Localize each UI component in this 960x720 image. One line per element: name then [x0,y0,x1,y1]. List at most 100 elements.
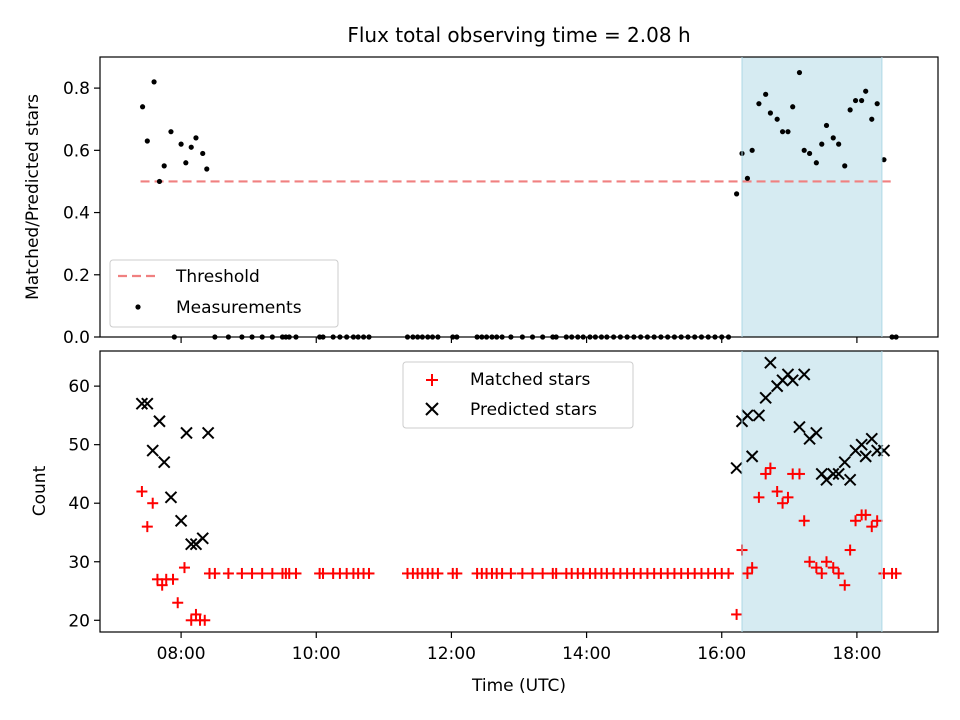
measurement-point [193,135,199,141]
matched-star-point [222,567,234,579]
measurement-point [161,163,167,169]
measurement-point [881,157,887,163]
y-tick-label: 0.6 [63,141,90,161]
measurement-point [779,129,786,135]
predicted-star-point [180,426,193,440]
y-tick-label: 50 [68,436,90,456]
top-legend-box [109,259,339,328]
matched-star-point [810,562,822,574]
y-tick-label: 60 [68,377,90,397]
x-tick-label: 08:00 [157,644,206,664]
matched-star-point [136,486,148,497]
matched-star-point [804,556,816,568]
matched-star-point [451,567,463,579]
legend-measurement-label: Measurements [176,298,302,318]
bottom-y-axis-label: Count [30,465,50,516]
measurement-point [819,141,825,147]
predicted-star-point [741,409,754,422]
measurement-point [859,97,865,104]
matched-star-point [432,567,444,579]
top-plot-frame [99,56,939,338]
legend-threshold-label: Threshold [175,267,260,287]
bottom-y-ticks: 20 30 40 50 60 [68,377,100,631]
predicted-star-point [855,438,868,451]
matched-star-point [741,567,753,579]
measurement-point [830,135,836,141]
measurement-point [178,141,184,147]
measurement-point [744,175,751,181]
measurement-point [200,150,206,157]
bottom-plot-frame [99,350,939,633]
chart-title: Flux total observing time = 2.08 h [347,23,690,47]
predicted-star-point [838,456,851,469]
predicted-star-point [164,491,178,504]
predicted-star-point [745,450,759,463]
measurement-point [836,141,842,147]
top-observing-span [742,57,882,337]
measurement-point [806,150,813,157]
matched-star-point [866,521,878,533]
predicted-star-point [201,426,215,440]
measurement-point [756,101,762,107]
x-tick-label: 12:00 [427,644,476,664]
predicted-star-point [174,514,188,527]
measurement-point [796,69,803,76]
matched-star-point [516,567,528,579]
y-tick-label: 20 [68,611,90,631]
measurement-point [823,122,830,129]
matched-star-point [167,573,179,585]
predicted-star-point [135,397,149,410]
top-y-ticks: 0.0 0.2 0.4 0.6 0.8 [63,79,100,348]
matched-star-point [816,567,828,579]
matched-star-point [199,614,211,626]
matched-star-point [190,608,202,620]
matched-star-point [890,567,902,579]
y-tick-label: 0.0 [63,328,90,348]
matched-star-point [505,567,517,579]
predicted-star-point [141,397,154,410]
top-y-axis-label: Matched/Predicted stars [23,94,43,300]
measurement-point [813,160,819,166]
measurement-point [790,104,796,110]
y-tick-label: 0.2 [63,266,90,286]
matched-star-point [793,468,805,480]
matched-star-point [156,579,168,591]
legend-matched-swatch [426,374,438,386]
matched-star-point [827,562,839,574]
legend-matched-label: Matched stars [470,370,590,390]
matched-star-point [256,567,268,579]
predicted-star-point [185,537,198,551]
matched-star-point [290,567,302,579]
matched-star-point [764,462,776,474]
predicted-star-point [877,444,891,457]
measurement-point [151,79,157,85]
top-legend: Threshold Measurements [109,259,339,328]
y-tick-label: 40 [68,494,90,514]
matched-star-point [537,567,549,579]
x-axis-label: Time (UTC) [471,676,566,696]
bottom-legend-box [402,361,634,429]
matched-star-point [850,515,862,527]
matched-star-point [860,509,872,521]
y-tick-label: 0.8 [63,79,90,99]
predicted-star-point [146,444,159,457]
matched-star-point [871,515,883,527]
predicted-star-point [764,356,777,369]
bottom-panel: 20 30 40 50 60 08:00 10:00 12:00 14:00 16:00 18:0… [30,350,939,696]
measurement-points [139,69,899,340]
matched-star-point [753,491,765,503]
predicted-star-point [196,532,209,545]
legend-predicted-swatch [425,402,439,416]
matched-star-point [771,486,783,497]
matched-star-point [236,567,248,579]
predicted-star-point [865,432,878,446]
measurement-point [842,163,848,169]
measurement-point [785,129,791,135]
predicted-star-point [153,415,166,428]
x-tick-label: 16:00 [697,644,746,664]
measurement-point [863,88,869,94]
predicted-star-point [759,391,772,405]
measurement-point [869,116,875,122]
x-tick-label: 10:00 [292,644,341,664]
matched-star-point [363,567,375,579]
